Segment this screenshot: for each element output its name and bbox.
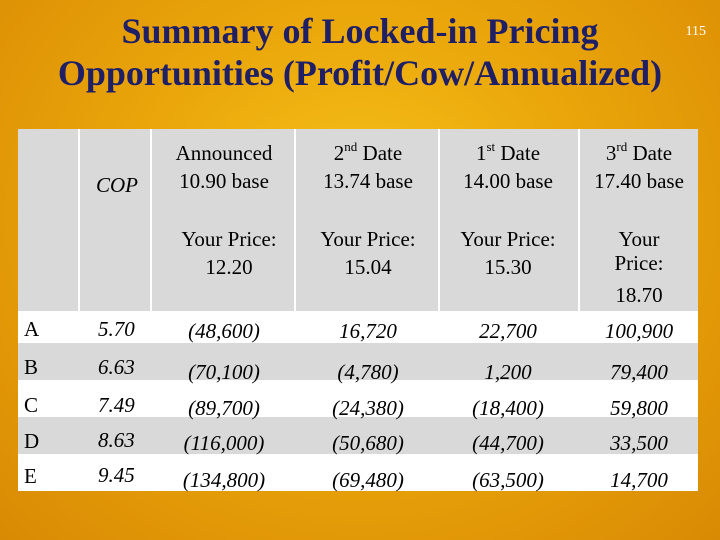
row-value: (24,380): [332, 396, 404, 420]
row-value: (69,480): [332, 468, 404, 492]
row-value: (70,100): [188, 360, 260, 384]
col-base-announced: 10.90 base: [179, 169, 269, 193]
row-value: 59,800: [610, 396, 668, 420]
header-divider: [438, 129, 440, 311]
col-price-2nd-date: 15.04: [344, 255, 392, 279]
col-price-announced: 12.20: [205, 255, 253, 279]
page-number: 115: [685, 24, 706, 39]
pricing-table: COP Announced 10.90 base Your Price: 12.…: [18, 129, 698, 492]
col-price-label-1st-date: Your Price:: [460, 227, 556, 251]
title-line-1: Summary of Locked-in Pricing: [121, 11, 599, 51]
header-band: [18, 129, 698, 311]
row-band-a: [18, 311, 698, 343]
row-label: B: [24, 355, 39, 379]
header-divider: [294, 129, 296, 311]
row-value: (50,680): [332, 431, 404, 455]
row-band-e: [18, 454, 698, 491]
row-value: 33,500: [610, 431, 668, 455]
col-header-announced: Announced: [175, 141, 273, 165]
header-divider: [78, 129, 80, 311]
row-band-d: [18, 417, 698, 454]
row-value: (48,600): [188, 319, 260, 343]
col-base-1st-date: 14.00 base: [463, 169, 553, 193]
row-label: D: [24, 429, 40, 453]
col-base-3rd-date: 17.40 base: [594, 169, 684, 193]
row-value: (116,000): [183, 431, 265, 455]
row-cop: 7.49: [98, 393, 135, 417]
row-value: 14,700: [610, 468, 668, 492]
col-header-2nd-date: 2nd Date: [333, 139, 403, 165]
row-value: 16,720: [339, 319, 397, 343]
row-cop: 9.45: [98, 463, 135, 487]
row-label: A: [24, 317, 40, 341]
row-value: 1,200: [484, 360, 532, 384]
row-label: C: [24, 393, 39, 417]
header-divider: [150, 129, 152, 311]
col-price-label-3rd-date: Your Price:: [614, 227, 664, 275]
col-price-label-2nd-date: Your Price:: [320, 227, 416, 251]
row-value: (18,400): [472, 396, 544, 420]
row-band-b: [18, 343, 698, 380]
row-value: 100,900: [604, 319, 674, 343]
title-line-2: Opportunities (Profit/Cow/Annualized): [57, 53, 663, 93]
col-base-2nd-date: 13.74 base: [323, 169, 413, 193]
row-cop: 5.70: [98, 317, 135, 341]
col-header-1st-date: 1st Date: [475, 139, 541, 165]
row-value: 22,700: [479, 319, 537, 343]
slide-title: Summary of Locked-in Pricing Opportuniti…: [0, 10, 720, 94]
row-value: (4,780): [337, 360, 399, 384]
header-divider: [578, 129, 580, 311]
row-band-c: [18, 380, 698, 417]
row-label: E: [24, 464, 37, 488]
row-value: (89,700): [188, 396, 260, 420]
col-price-label-announced: Your Price:: [181, 227, 277, 251]
row-cop: 6.63: [98, 355, 135, 379]
row-value: (63,500): [472, 468, 544, 492]
row-value: (44,700): [472, 431, 544, 455]
row-value: 79,400: [610, 360, 668, 384]
col-price-3rd-date: 18.70: [615, 283, 663, 307]
row-cop: 8.63: [98, 428, 135, 452]
row-value: (134,800): [182, 468, 266, 492]
cop-header: COP: [96, 173, 138, 197]
col-price-1st-date: 15.30: [484, 255, 532, 279]
col-header-3rd-date: 3rd Date: [605, 139, 673, 165]
